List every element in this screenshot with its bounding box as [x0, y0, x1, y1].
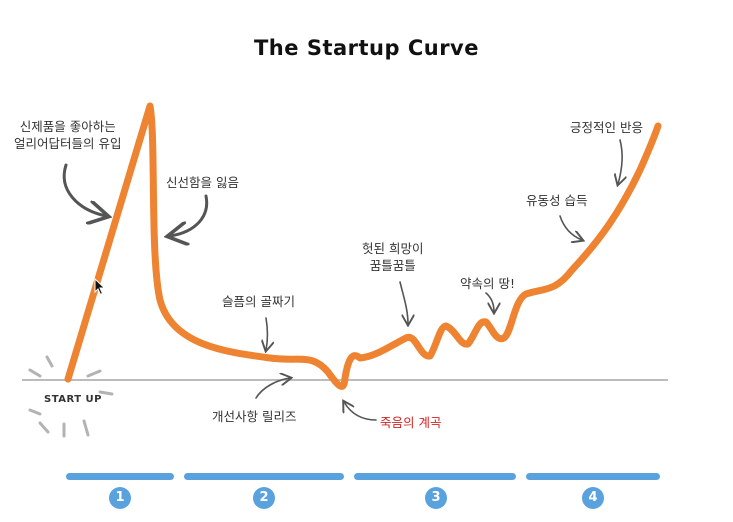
arrow-lose-novelty [170, 196, 207, 236]
arrow-false-hope [400, 282, 408, 324]
phase-1-number: 1 [109, 487, 131, 509]
arrow-valley [344, 402, 376, 420]
arrow-promised-land [486, 293, 494, 312]
phase-2-number: 2 [253, 487, 275, 509]
label-liquidity: 유동성 습득 [526, 192, 587, 209]
phase-4-bar [526, 473, 660, 480]
arrow-positive [618, 140, 622, 184]
label-start-up: START UP [44, 394, 102, 405]
arrow-early-adopters [64, 165, 106, 216]
phase-3-bar [354, 473, 516, 480]
phase-4-number: 4 [582, 487, 604, 509]
label-positive-response: 긍정적인 반응 [570, 119, 643, 136]
phase-3-number: 3 [425, 487, 447, 509]
label-valley-of-death: 죽음의 계곡 [380, 414, 441, 431]
arrow-trough [266, 318, 268, 350]
page-title: The Startup Curve [0, 36, 733, 60]
label-lose-novelty: 신선함을 잃음 [166, 174, 239, 191]
arrow-improvements [256, 378, 290, 398]
label-false-hope: 헛된 희망이 꿈틀꿈틀 [362, 240, 423, 274]
arrow-liquidity [560, 216, 582, 240]
phase-2-bar [184, 473, 344, 480]
label-improvements: 개선사항 릴리즈 [212, 408, 296, 425]
mouse-cursor-icon [94, 278, 106, 296]
label-promised-land: 약속의 땅! [460, 275, 515, 292]
label-early-adopters: 신제품을 좋아하는 얼리어답터들의 유입 [14, 118, 121, 152]
label-trough-of-sorrow: 슬픔의 골짜기 [222, 293, 295, 310]
phase-1-bar [66, 473, 174, 480]
